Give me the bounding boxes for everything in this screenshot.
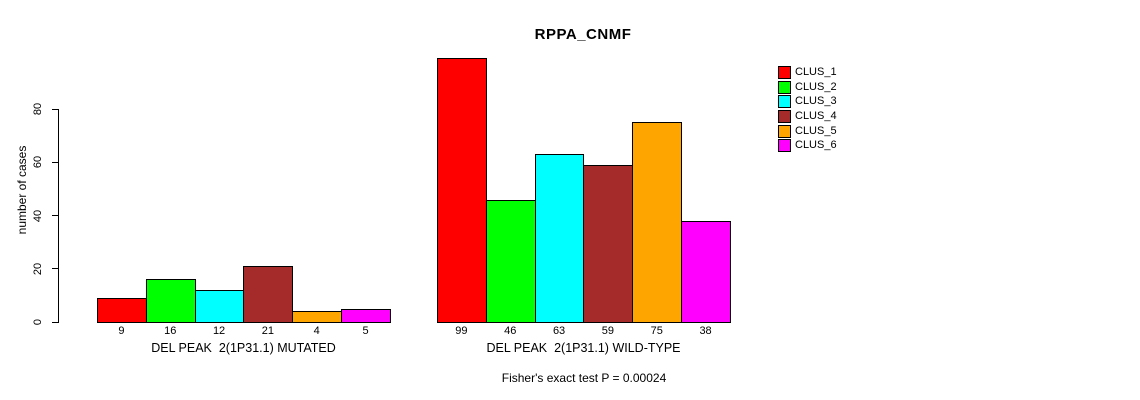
legend-label: CLUS_3 (795, 95, 837, 108)
legend-item-clus_5: CLUS_5 (778, 124, 837, 138)
legend-item-clus_6: CLUS_6 (778, 139, 837, 153)
y-axis-label: number of cases (15, 145, 29, 235)
y-axis-line (58, 109, 59, 323)
bar-clus_4-wild-type (583, 165, 633, 323)
legend-swatch-clus_3 (778, 95, 791, 109)
y-axis-tick-label: 60 (32, 156, 44, 169)
legend-swatch-clus_4 (778, 110, 791, 124)
legend-item-clus_4: CLUS_4 (778, 110, 837, 124)
legend-swatch-clus_6 (778, 139, 791, 153)
bar-clus_6-mutated (341, 309, 391, 323)
bar-clus_6-wild-type (681, 221, 731, 323)
x-axis-group-label: DEL PEAK 2(1P31.1) MUTATED (151, 341, 336, 355)
y-axis-tick (52, 161, 58, 163)
bar-value-label: 63 (552, 325, 566, 337)
x-axis-group-label: DEL PEAK 2(1P31.1) WILD-TYPE (486, 341, 681, 355)
legend-swatch-clus_1 (778, 66, 791, 79)
bar-clus_3-mutated (195, 290, 244, 323)
y-axis-tick-label: 0 (32, 318, 44, 326)
fisher-test-annotation: Fisher's exact test P = 0.00024 (501, 371, 667, 385)
legend-swatch-clus_5 (778, 124, 791, 138)
chart-title: RPPA_CNMF (534, 26, 632, 43)
bar-value-label: 12 (212, 325, 226, 337)
bar-value-label: 99 (455, 325, 468, 337)
legend-item-clus_2: CLUS_2 (778, 80, 837, 94)
bar-clus_1-wild-type (437, 58, 487, 323)
legend: CLUS_1 CLUS_2 CLUS_3 CLUS_4 CLUS_5 CLUS_6 (778, 66, 837, 153)
bar-value-label: 5 (362, 325, 369, 337)
bar-value-label: 9 (118, 325, 125, 337)
legend-label: CLUS_1 (795, 66, 837, 78)
bar-clus_2-wild-type (486, 200, 536, 323)
y-axis-tick-label: 40 (32, 209, 44, 222)
bar-value-label: 16 (164, 325, 177, 337)
bar-clus_5-mutated (292, 311, 342, 323)
bar-value-label: 46 (504, 325, 517, 337)
legend-swatch-clus_2 (778, 80, 791, 94)
bar-value-label: 21 (261, 325, 275, 337)
legend-item-clus_3: CLUS_3 (778, 95, 837, 109)
bar-clus_1-mutated (97, 298, 147, 323)
bar-value-label: 38 (699, 325, 712, 337)
legend-label: CLUS_2 (795, 80, 837, 93)
legend-label: CLUS_4 (795, 110, 837, 123)
bar-value-label: 4 (313, 325, 320, 337)
legend-item-clus_1: CLUS_1 (778, 66, 837, 79)
bar-clus_5-wild-type (632, 122, 682, 323)
bar-clus_3-wild-type (535, 154, 584, 323)
bar-clus_4-mutated (243, 266, 293, 323)
y-axis-tick (52, 321, 58, 323)
y-axis-tick-label: 20 (32, 262, 44, 275)
y-axis-tick (52, 108, 58, 110)
legend-label: CLUS_5 (795, 124, 837, 137)
bar-value-label: 59 (601, 325, 615, 337)
y-axis-tick (52, 215, 58, 216)
legend-label: CLUS_6 (795, 139, 837, 152)
y-axis-tick (52, 268, 58, 270)
y-axis-tick-label: 80 (32, 102, 44, 116)
bar-clus_2-mutated (146, 279, 196, 323)
bar-value-label: 75 (650, 325, 663, 337)
